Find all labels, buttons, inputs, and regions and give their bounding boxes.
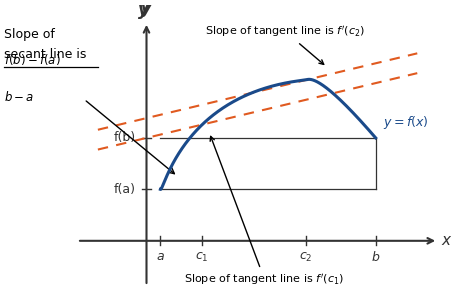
- Text: y: y: [137, 1, 148, 19]
- Text: Slope of tangent line is $f'(c_2)$: Slope of tangent line is $f'(c_2)$: [205, 24, 364, 64]
- Text: x: x: [441, 233, 450, 248]
- Text: f(a): f(a): [114, 183, 136, 196]
- Text: $c_1$: $c_1$: [195, 251, 208, 264]
- Text: $a$: $a$: [156, 251, 165, 263]
- Text: $\bfit{y}$: $\bfit{y}$: [140, 3, 152, 19]
- Text: f(b): f(b): [114, 131, 136, 144]
- Text: Slope of tangent line is $f'(c_1)$: Slope of tangent line is $f'(c_1)$: [184, 136, 344, 287]
- Text: $f(b) - f(a)$: $f(b) - f(a)$: [4, 52, 61, 67]
- Text: $b - a$: $b - a$: [4, 90, 34, 103]
- Text: $c_2$: $c_2$: [299, 251, 312, 264]
- Text: $b$: $b$: [370, 251, 379, 265]
- Text: Slope of: Slope of: [4, 28, 55, 41]
- Text: secant line is: secant line is: [4, 48, 86, 61]
- Text: $y = f(x)$: $y = f(x)$: [382, 114, 427, 131]
